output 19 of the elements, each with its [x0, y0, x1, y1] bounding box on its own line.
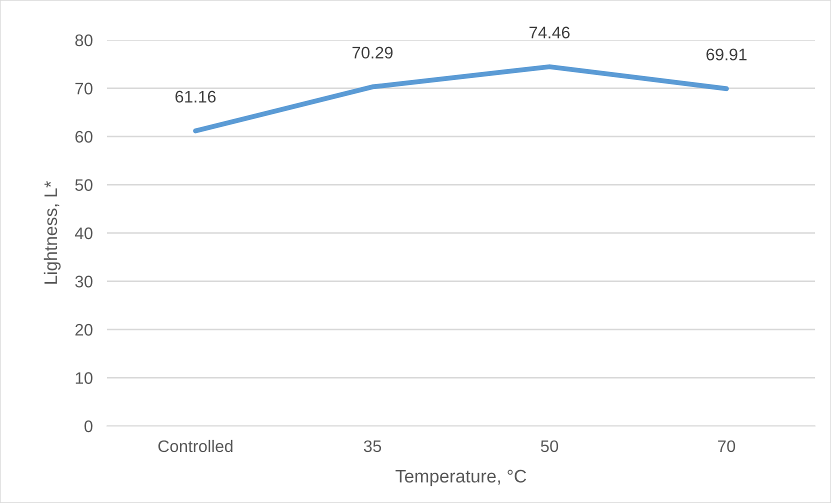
x-tick-label: Controlled: [158, 440, 232, 452]
y-tick-label: 0: [84, 420, 92, 432]
data-label: 61.16: [175, 90, 216, 103]
data-label: 74.46: [530, 26, 570, 38]
x-tick-label: 70: [718, 440, 736, 452]
y-tick-label: 70: [75, 82, 92, 94]
x-tick-label: 35: [364, 440, 382, 452]
y-tick-label: 60: [75, 130, 92, 143]
y-tick-label: 80: [75, 34, 92, 46]
data-label: 69.91: [706, 48, 747, 60]
y-tick-label: 50: [75, 179, 92, 191]
y-tick-label: 20: [75, 324, 92, 336]
y-tick-label: 10: [76, 372, 92, 384]
x-tick-label: 50: [540, 440, 558, 452]
x-axis-title: Temperature, °C: [396, 470, 526, 486]
y-tick-label: 30: [75, 276, 92, 288]
y-tick-label: 40: [74, 227, 92, 240]
y-axis-title: Lightness, L*: [44, 181, 61, 284]
data-label: 70.29: [352, 46, 393, 59]
